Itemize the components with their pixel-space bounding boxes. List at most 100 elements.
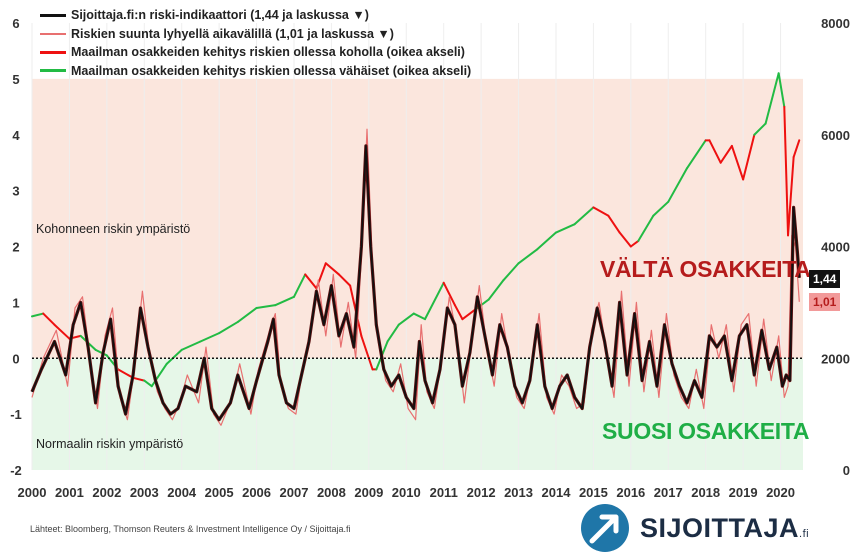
stocks-low-segment <box>685 139 707 170</box>
stocks-elevated-segment <box>453 304 464 321</box>
elevated-zone-label: Kohonneen riskin ympäristö <box>36 222 191 236</box>
x-tick-label: 2010 <box>392 485 421 500</box>
stocks-low-segment <box>554 223 576 234</box>
stocks-elevated-segment <box>742 133 756 181</box>
stocks-elevated-segment <box>787 156 795 237</box>
stocks-low-segment <box>150 362 168 388</box>
legend-label: Sijoittaja.fi:n riski-indikaattori (1,44… <box>71 8 369 22</box>
y-left-tick-label: 2 <box>12 240 19 255</box>
stocks-low-segment <box>165 348 183 365</box>
stocks-elevated-segment <box>117 368 135 379</box>
stocks-low-segment <box>255 304 277 309</box>
sijoittaja-logo: SIJOITTAJA.fi <box>580 503 809 553</box>
stocks-elevated-segment <box>618 231 632 248</box>
stocks-low-segment <box>423 281 445 321</box>
stocks-elevated-segment <box>719 144 733 164</box>
y-left-tick-label: 3 <box>12 184 19 199</box>
x-tick-label: 2013 <box>504 485 533 500</box>
stocks-low-segment <box>573 206 595 226</box>
stocks-elevated-segment <box>42 312 56 326</box>
legend-swatch <box>40 50 66 54</box>
legend: Sijoittaja.fi:n riski-indikaattori (1,44… <box>40 6 471 80</box>
x-tick-label: 2001 <box>55 485 84 500</box>
x-tick-label: 2014 <box>542 485 572 500</box>
legend-label: Maailman osakkeiden kehitys riskien olle… <box>71 63 472 78</box>
stocks-low-segment <box>218 320 239 335</box>
x-tick-label: 2004 <box>167 485 197 500</box>
stocks-elevated-segment <box>792 139 801 159</box>
logo-text: SIJOITTAJA.fi <box>640 512 810 543</box>
y-left-tick-label: 5 <box>12 72 19 87</box>
x-tick-label: 2015 <box>579 485 608 500</box>
gridlines <box>31 23 782 470</box>
stocks-low-segment <box>94 348 108 357</box>
stocks-elevated-segment <box>304 273 318 290</box>
y-right-tick-label: 4000 <box>821 240 850 255</box>
stocks-elevated-segment <box>607 214 621 234</box>
stocks-low-segment <box>386 323 400 343</box>
stocks-elevated-segment <box>442 281 456 307</box>
current-direction-badge: 1,01 <box>809 293 841 311</box>
y-left-tick-label: 1 <box>12 295 19 310</box>
x-tick-label: 2019 <box>729 485 758 500</box>
legend-swatch <box>40 13 66 17</box>
current-risk-badge: 1,44 <box>809 270 841 288</box>
y-left-tick-label: -1 <box>10 407 22 422</box>
x-tick-label: 2020 <box>766 485 795 500</box>
normal-zone-label: Normaalin riskin ympäristö <box>36 437 184 451</box>
x-tick-label: 2005 <box>205 485 234 500</box>
favor-stocks-label: SUOSI OSAKKEITA <box>602 418 810 444</box>
x-tick-label: 2007 <box>280 485 309 500</box>
x-tick-label: 2002 <box>92 485 121 500</box>
x-tick-label: 2018 <box>691 485 720 500</box>
y-right-tick-label: 0 <box>843 463 850 478</box>
stocks-elevated-segment <box>337 273 352 287</box>
risk-indicator-line <box>31 145 801 421</box>
stocks-elevated-segment <box>132 376 146 382</box>
y-left-tick-label: 6 <box>12 16 19 31</box>
stocks-low-segment <box>274 295 295 307</box>
stocks-elevated-segment <box>708 139 722 164</box>
stocks-low-segment <box>180 340 202 351</box>
stocks-elevated-segment <box>324 262 340 276</box>
axis-ticks: 2000 2001 2002 2003 2004 2005 2006 2007 2008 2009… <box>10 16 850 500</box>
stocks-low-segment <box>764 72 780 125</box>
x-tick-label: 2017 <box>654 485 683 500</box>
y-left-tick-label: 0 <box>12 351 19 366</box>
stocks-elevated-segment <box>629 239 640 248</box>
stocks-low-segment <box>292 273 307 298</box>
x-tick-label: 2006 <box>242 485 271 500</box>
y-right-tick-label: 2000 <box>821 351 850 366</box>
stocks-low-segment <box>397 312 415 326</box>
stocks-elevated-segment <box>360 334 374 371</box>
legend-item-risk-indicator: Sijoittaja.fi:n riski-indikaattori (1,44… <box>40 6 471 25</box>
stocks-elevated-segment <box>730 144 745 181</box>
x-tick-label: 2003 <box>130 485 159 500</box>
stocks-low-segment <box>412 312 426 321</box>
stocks-low-segment <box>236 306 258 323</box>
legend-item-stocks-elevated: Maailman osakkeiden kehitys riskien olle… <box>40 43 471 62</box>
legend-swatch <box>40 33 66 35</box>
source-note: Lähteet: Bloomberg, Thomson Reuters & In… <box>30 524 351 534</box>
stocks-low-segment <box>536 231 557 251</box>
legend-swatch <box>40 69 66 73</box>
stocks-low-segment <box>637 214 655 242</box>
stocks-low-segment <box>517 248 539 265</box>
arrow-circle-icon <box>581 504 629 552</box>
stocks-low-segment <box>31 312 45 318</box>
x-tick-label: 2000 <box>18 485 47 500</box>
y-left-tick-label: -2 <box>10 463 22 478</box>
x-tick-label: 2011 <box>430 485 458 500</box>
stocks-low-segment <box>777 72 786 108</box>
legend-item-risk-direction: Riskien suunta lyhyellä aikavälillä (1,0… <box>40 25 471 44</box>
legend-label: Maailman osakkeiden kehitys riskien olle… <box>71 45 465 59</box>
stocks-low-segment <box>502 262 520 282</box>
elevated-risk-zone <box>32 78 803 359</box>
series-lines <box>30 72 801 426</box>
legend-item-stocks-low: Maailman osakkeiden kehitys riskien olle… <box>40 62 471 81</box>
stocks-low-segment <box>667 167 688 203</box>
stocks-elevated-segment <box>592 206 610 217</box>
y-right-tick-label: 8000 <box>821 16 850 31</box>
y-left-tick-label: 4 <box>12 128 20 143</box>
